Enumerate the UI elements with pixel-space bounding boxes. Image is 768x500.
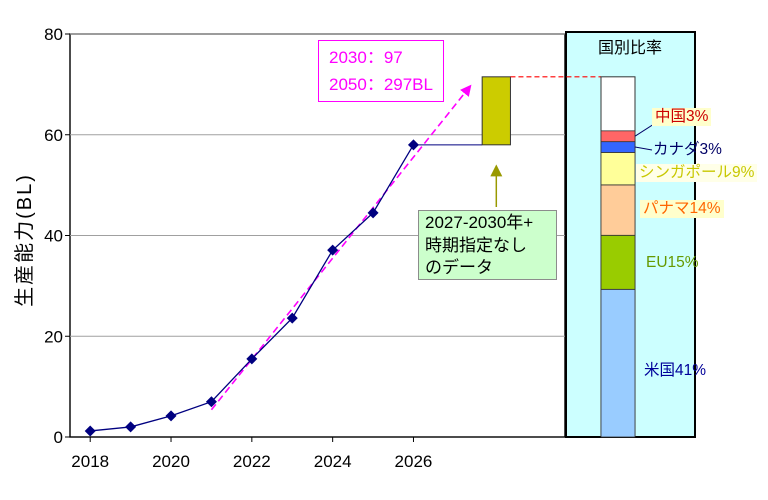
share-segment-singapore: [600, 152, 636, 186]
country-share-bar: [600, 76, 655, 438]
x-tick-label-2024: 2024: [314, 452, 352, 471]
data-point-2024: [327, 244, 339, 256]
y-tick-label-60: 60: [44, 126, 63, 145]
data-point-2025: [367, 207, 379, 219]
range-box-note-line-1: 2027-2030年+: [425, 213, 534, 232]
y-tick-label-20: 20: [44, 327, 63, 346]
share-segment-eu: [600, 234, 636, 290]
country-share-title: 国別比率: [598, 39, 662, 57]
x-tick-label-2018: 2018: [71, 452, 109, 471]
share-segment-canada: [600, 141, 636, 153]
x-tick-label-2020: 2020: [152, 452, 190, 471]
x-tick-label-2026: 2026: [395, 452, 433, 471]
share-segment-us: [600, 288, 636, 438]
share-label-us: 米国41%: [644, 362, 707, 379]
leader-line-china: [634, 123, 655, 137]
x-tick-label-2022: 2022: [233, 452, 271, 471]
y-axis-label: 生産能力(BL): [13, 173, 36, 307]
range-box: [481, 76, 511, 146]
leader-line-canada: [634, 146, 653, 151]
share-label-china: 中国3%: [652, 108, 712, 126]
share-label-singapore: シンガポール9%: [636, 164, 758, 182]
projection-2050: 2050：297BL: [329, 75, 433, 94]
share-label-canada: カナダ3%: [653, 141, 722, 158]
data-point-2021: [205, 396, 217, 408]
share-segment-china: [600, 130, 636, 143]
range-box-note: 2027-2030年+ 時期指定なし のデータ: [418, 210, 557, 280]
share-segment-panama: [600, 184, 636, 236]
y-tick-label-80: 80: [44, 25, 63, 44]
projection-2030: 2030：97: [329, 48, 403, 67]
series-layer: [84, 139, 419, 437]
share-label-eu: EU15%: [646, 254, 699, 271]
data-point-2018: [84, 425, 96, 437]
data-point-2026: [407, 139, 419, 151]
x-axis-ticks: 2018 2020 2022 2024 2026: [71, 437, 432, 471]
data-point-2022: [246, 353, 258, 365]
y-tick-label-40: 40: [44, 227, 63, 246]
range-box-note-line-2: 時期指定なし: [425, 235, 527, 255]
data-point-2023: [286, 312, 298, 324]
share-label-panama: パナマ14%: [640, 200, 724, 218]
y-tick-label-0: 0: [54, 428, 63, 447]
data-point-2020: [165, 410, 177, 422]
data-point-2019: [125, 421, 137, 433]
range-box-layer: [413, 76, 511, 207]
y-axis-ticks: 0 20 40 60 80: [44, 25, 70, 447]
projection-note: 2030：97 2050：297BL: [318, 40, 444, 102]
range-box-note-line-3: のデータ: [425, 258, 493, 277]
